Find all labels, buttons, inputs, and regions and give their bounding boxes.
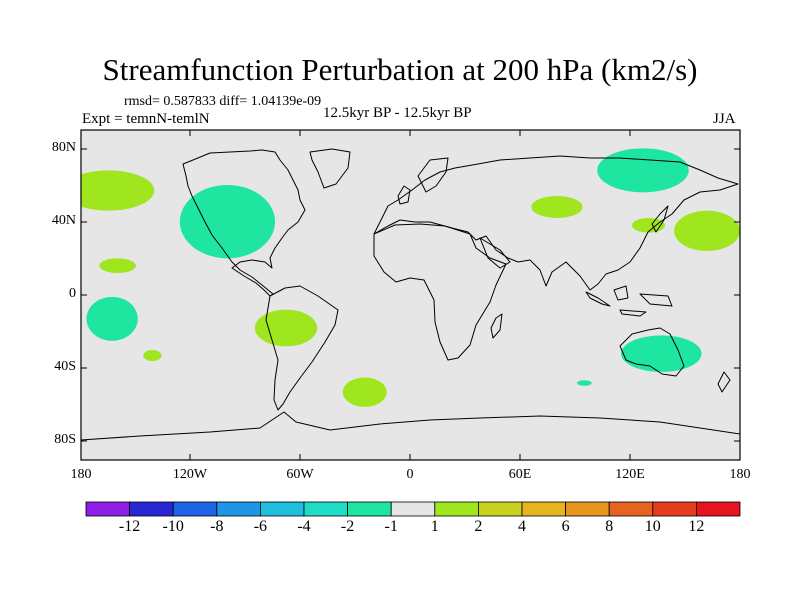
lon-label-60w: 60W — [286, 467, 314, 482]
anomaly-patch-north-america — [179, 185, 276, 259]
anomaly-patches — [81, 148, 740, 407]
anomaly-patch-subtropical-pacific — [99, 258, 136, 273]
colorbar-box — [477, 501, 523, 517]
colorbar-box — [85, 501, 130, 517]
colorbar-label: 1 — [430, 518, 439, 535]
colorbar-box — [390, 501, 436, 517]
anomaly-patch-indian-ocean-small — [577, 380, 592, 386]
lat-label-80s: 80S — [54, 432, 76, 447]
colorbar-box — [608, 501, 654, 517]
anomaly-patch-east-asia — [631, 218, 665, 233]
colorbar-label: -6 — [253, 518, 268, 535]
map-title: Streamfunction Perturbation at 200 hPa (… — [102, 52, 698, 87]
axis-ticks — [81, 130, 740, 460]
anomaly-patch-north-pacific-west — [81, 170, 155, 211]
colorbar-box — [216, 501, 261, 517]
colorbar-label: 8 — [605, 518, 614, 535]
lon-label-60e: 60E — [508, 467, 532, 482]
colorbar-box — [565, 501, 610, 517]
colorbar-label: 6 — [561, 518, 570, 535]
colorbar-label: 2 — [474, 518, 483, 535]
coast-scandinavia — [417, 157, 449, 193]
period-label: 12.5kyr BP - 12.5kyr BP — [323, 105, 472, 121]
lat-label-40s: 40S — [54, 359, 76, 374]
colorbar-box — [172, 501, 218, 517]
colorbar-label: -10 — [162, 518, 184, 535]
coast-south-america — [265, 285, 339, 411]
lon-label-120e: 120E — [615, 467, 645, 482]
colorbar-label: -4 — [297, 518, 311, 535]
coast-australia — [619, 327, 685, 377]
colorbar-label: -2 — [340, 518, 355, 535]
anomaly-patch-siberia — [597, 148, 689, 193]
lat-label-80n: 80N — [51, 140, 76, 155]
colorbar-box — [521, 501, 566, 517]
anomaly-patch-central-asia — [531, 196, 583, 218]
colorbar-box — [303, 501, 348, 517]
colorbar-box — [259, 501, 305, 517]
colorbar-box — [696, 501, 741, 517]
experiment-label: Expt = temnN-temlN — [82, 111, 210, 127]
stats-text: rmsd= 0.587833 diff= 1.04139e-09 — [124, 94, 322, 109]
lon-label-0: 0 — [406, 467, 414, 482]
anomaly-patch-north-pacific-east — [674, 210, 740, 251]
coast-africa — [373, 223, 507, 361]
colorbar-box — [652, 501, 697, 517]
coast-antarctica — [81, 411, 740, 441]
lat-label-0: 0 — [69, 286, 76, 301]
coast-greenland — [309, 148, 351, 189]
lon-label-120w: 120W — [172, 467, 208, 482]
coast-eurasia — [373, 155, 739, 291]
lat-label-40n: 40N — [51, 213, 76, 228]
colorbar-box — [129, 501, 174, 517]
anomaly-patch-south-pacific-small — [143, 350, 162, 361]
colorbar-label: -8 — [210, 518, 224, 535]
colorbar-label: 12 — [688, 518, 705, 535]
coast-north-america — [182, 149, 306, 297]
coastlines — [81, 148, 740, 441]
colorbar — [85, 501, 741, 517]
colorbar-box — [347, 501, 392, 517]
coast-madagascar — [490, 313, 503, 339]
season-label: JJA — [713, 111, 736, 127]
coast-japan — [651, 205, 669, 233]
coast-indonesia — [585, 285, 673, 317]
anomaly-patch-south-america — [254, 309, 318, 347]
colorbar-label: -12 — [118, 518, 141, 535]
coast-uk — [397, 185, 411, 205]
colorbar-box — [434, 501, 479, 517]
lon-label-180w: 180 — [70, 467, 92, 482]
anomaly-patch-tropical-south-pacific — [86, 296, 138, 341]
anomaly-patch-south-atlantic — [342, 377, 387, 407]
colorbar-label: 10 — [644, 518, 661, 535]
coast-new-zealand — [717, 371, 731, 393]
coast-arabia — [479, 237, 511, 269]
lon-label-180e: 180 — [729, 467, 751, 482]
colorbar-label: 4 — [518, 518, 526, 535]
anomaly-patch-australia — [621, 335, 702, 372]
colorbar-label: -1 — [384, 518, 398, 535]
